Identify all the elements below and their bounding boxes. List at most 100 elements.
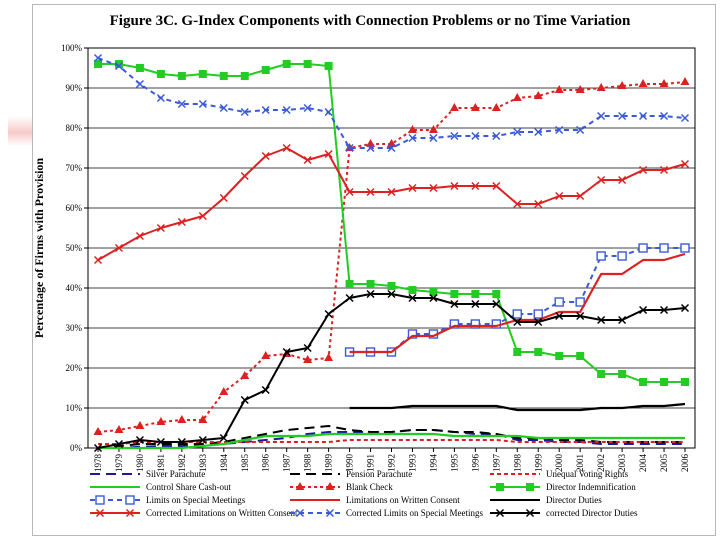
data-point — [282, 347, 291, 357]
data-point — [597, 370, 606, 378]
data-point — [177, 217, 186, 227]
data-point — [660, 165, 669, 175]
data-point — [198, 435, 207, 445]
data-point — [366, 143, 375, 153]
data-point — [597, 111, 606, 121]
data-point — [513, 348, 522, 356]
data-point — [513, 317, 522, 327]
y-tick-label: 90% — [66, 83, 83, 93]
data-point — [471, 299, 480, 309]
legend: Silver Parachute Pension Parachute Unequal… — [90, 469, 638, 518]
data-point — [639, 305, 648, 315]
data-point — [555, 311, 564, 321]
data-point — [533, 91, 543, 99]
data-point — [95, 495, 105, 505]
data-point — [471, 131, 480, 141]
x-tick-label: 1984 — [219, 454, 229, 473]
y-tick-label: 40% — [66, 283, 83, 293]
x-tick-label: 1994 — [428, 454, 438, 473]
legend-label: Corrected Limits on Special Meetings — [346, 508, 483, 518]
data-point — [114, 425, 124, 433]
data-point — [240, 395, 249, 405]
legend-item: Director Indemnification — [490, 482, 636, 492]
data-point — [617, 251, 627, 261]
data-point — [366, 289, 375, 299]
data-point — [492, 299, 501, 309]
data-point — [303, 103, 312, 113]
data-point — [114, 439, 123, 449]
data-point — [345, 187, 354, 197]
data-point — [324, 309, 333, 319]
x-tick-label: 2005 — [659, 454, 669, 473]
data-point — [93, 443, 103, 453]
data-point — [295, 482, 305, 490]
data-point — [408, 183, 417, 193]
data-point — [449, 103, 459, 111]
data-point — [492, 131, 501, 141]
data-point — [125, 495, 135, 505]
data-point — [450, 290, 459, 298]
data-point — [512, 309, 522, 319]
data-point — [366, 187, 375, 197]
data-point — [408, 133, 417, 143]
data-point — [345, 143, 354, 153]
y-tick-label: 20% — [66, 363, 83, 373]
data-point — [449, 319, 460, 329]
x-tick-label: 1995 — [449, 454, 459, 473]
x-tick-label: 1997 — [491, 454, 501, 473]
data-point — [240, 107, 249, 117]
data-point — [198, 211, 207, 221]
data-point — [387, 282, 396, 290]
data-point — [240, 371, 250, 379]
data-point — [429, 288, 438, 296]
legend-item: Limitations on Written Consent — [290, 495, 460, 505]
data-point — [492, 181, 501, 191]
data-point — [219, 193, 228, 203]
data-point — [93, 255, 103, 265]
x-tick-label: 1996 — [470, 454, 480, 473]
data-point — [135, 79, 144, 89]
data-point — [324, 149, 333, 159]
data-point — [282, 143, 291, 153]
data-point — [450, 299, 459, 309]
legend-item: Control Share Cash-out — [90, 482, 231, 492]
data-point — [295, 508, 305, 518]
data-point — [156, 70, 165, 78]
data-point — [408, 286, 417, 294]
data-point — [125, 508, 135, 518]
series-line — [98, 432, 685, 450]
legend-label: Director Indemnification — [546, 482, 636, 492]
data-point — [156, 93, 165, 103]
data-point — [555, 352, 564, 360]
data-point — [639, 378, 648, 386]
data-point — [114, 61, 123, 71]
data-point — [324, 353, 334, 361]
data-point — [534, 199, 543, 209]
series-group — [93, 53, 690, 453]
legend-label: Blank Check — [346, 482, 393, 492]
data-point — [659, 243, 669, 253]
y-axis-label: Percentage of Firms with Provision — [32, 158, 46, 339]
data-point — [576, 311, 585, 321]
legend-label: Unequal Voting Rights — [546, 469, 629, 479]
data-point — [114, 243, 123, 253]
data-point — [429, 293, 438, 303]
data-point — [617, 81, 627, 89]
data-point — [282, 60, 291, 68]
legend-label: Corrected Limitations on Written Consent — [146, 508, 298, 518]
legend-item: Corrected Limitations on Written Consent — [90, 508, 298, 518]
series-line — [349, 252, 686, 354]
data-point — [533, 309, 543, 319]
y-tick-label: 10% — [66, 403, 83, 413]
legend-label: Pension Parachute — [346, 469, 412, 479]
data-point — [513, 199, 522, 209]
data-point — [618, 370, 627, 378]
data-point — [429, 133, 438, 143]
data-point — [324, 62, 333, 70]
data-point — [618, 315, 627, 325]
data-point — [471, 290, 480, 298]
legend-label: corrected Director Duties — [546, 508, 638, 518]
data-point — [576, 191, 585, 201]
data-point — [638, 243, 648, 253]
y-axis-ticks: 0% 10% 20% 30% 40% 50% 60% 70% 80% 90% 100% — [61, 43, 88, 453]
